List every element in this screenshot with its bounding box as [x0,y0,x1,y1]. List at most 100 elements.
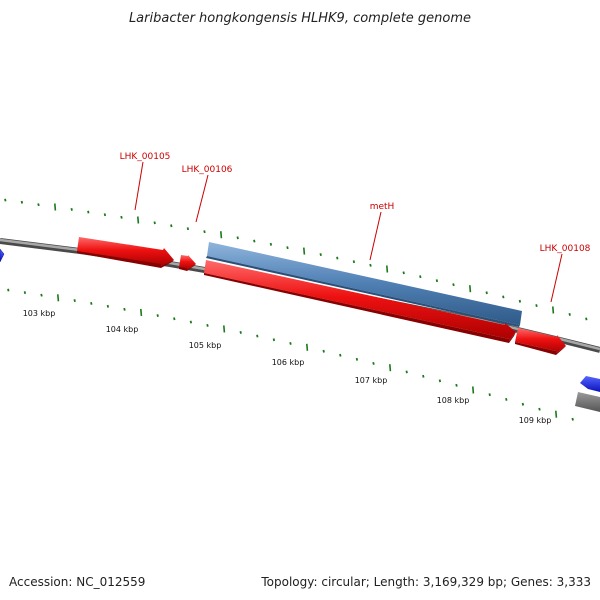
inner-tick-minor [339,353,342,357]
outer-tick-minor [20,200,24,204]
inner-tick-minor [173,317,176,321]
outer-tick-marks [4,198,588,321]
gene-edge-left[interactable] [0,248,5,263]
gene-LHK_00106[interactable] [179,255,196,271]
outer-tick-minor [435,279,439,283]
inner-tick-minor [106,304,110,308]
outer-tick-minor [170,224,173,228]
inner-tick-minor [206,323,209,327]
outer-tick-minor [236,236,239,240]
inner-tick-major [57,294,60,302]
inner-tick-minor [405,370,408,374]
outer-tick-minor [419,275,422,279]
outer-tick-minor [37,203,40,207]
outer-tick-minor [87,210,90,214]
gene-LHK_00105[interactable] [77,237,174,268]
tick-label-106: 106 kbp [272,358,305,367]
outer-tick-minor [103,213,107,217]
tick-labels: 103 kbp 104 kbp 105 kbp 106 kbp 107 kbp … [23,309,552,425]
inner-tick-minor [455,383,458,387]
gene-label-metH[interactable]: metH [370,202,395,212]
inner-tick-minor [571,417,574,421]
outer-tick-minor [535,304,538,308]
inner-tick-minor [505,397,508,401]
tick-label-105: 105 kbp [189,341,222,350]
inner-tick-major [555,410,558,418]
inner-tick-minor [521,402,525,406]
inner-tick-minor [7,288,10,292]
outer-tick-minor [269,242,273,246]
outer-tick-minor [186,227,190,231]
inner-tick-minor [355,357,359,361]
inner-tick-major [306,343,309,351]
inner-tick-marks [7,288,574,421]
outer-tick-major [54,203,57,211]
outer-tick-minor [336,256,339,260]
tick-label-107: 107 kbp [355,376,388,385]
gene-label-LHK_00108[interactable]: LHK_00108 [540,244,591,254]
outer-tick-minor [518,299,522,303]
tick-label-108: 108 kbp [437,396,470,405]
outer-tick-major [469,285,472,293]
inner-tick-minor [256,334,259,338]
accession-text: Accession: NC_012559 [9,575,145,589]
gene-label-leaders [134,161,563,303]
gene-edge-right-grey[interactable] [575,392,600,412]
inner-tick-minor [156,314,159,318]
outer-tick-minor [485,291,488,295]
inner-tick-minor [239,330,242,334]
tick-label-103: 103 kbp [23,309,56,318]
inner-tick-minor [90,301,93,305]
inner-tick-minor [372,361,375,365]
inner-tick-minor [538,407,541,411]
outer-tick-major [552,306,555,314]
map-title: Laribacter hongkongensis HLHK9, complete… [129,11,471,26]
tick-label-109: 109 kbp [519,416,552,425]
outer-tick-minor [70,207,73,211]
inner-tick-minor [422,374,425,378]
outer-tick-minor [502,295,505,299]
outer-tick-minor [153,221,156,225]
outer-tick-minor [352,260,356,264]
gene-LHK_00108[interactable] [515,328,566,355]
inner-tick-minor [289,341,292,345]
outer-tick-minor [568,312,571,316]
outer-tick-major [386,265,389,273]
gene-edge-right-blue[interactable] [580,376,600,392]
outer-tick-minor [369,263,372,267]
inner-tick-minor [322,349,325,353]
outer-tick-minor [286,246,289,250]
outer-tick-minor [120,215,123,219]
gene-label-LHK_00106[interactable]: LHK_00106 [182,165,233,175]
gene-metH-forward[interactable] [204,260,516,343]
topology-stats-text: Topology: circular; Length: 3,169,329 bp… [260,575,591,589]
inner-tick-minor [73,299,76,303]
outer-tick-minor [585,317,588,321]
inner-tick-minor [23,291,27,295]
inner-tick-minor [488,393,491,397]
outer-tick-minor [452,283,455,287]
outer-tick-major [137,216,140,224]
inner-tick-minor [438,379,442,383]
inner-tick-major [472,386,475,394]
outer-tick-major [303,247,306,255]
inner-tick-minor [40,293,43,297]
outer-tick-minor [253,239,256,243]
gene-label-LHK_00105[interactable]: LHK_00105 [120,152,171,162]
inner-tick-major [223,325,226,333]
inner-tick-major [140,308,143,316]
inner-tick-minor [123,307,126,311]
gene-features [0,237,600,412]
gene-metH-reverse[interactable] [206,242,522,327]
gene-labels: LHK_00105 LHK_00106 metH LHK_00108 [120,152,591,254]
outer-tick-minor [319,253,322,257]
outer-tick-minor [4,198,7,202]
outer-tick-minor [203,230,206,234]
inner-tick-major [389,364,392,372]
inner-tick-minor [272,338,276,342]
outer-tick-minor [402,271,405,275]
tick-label-104: 104 kbp [106,325,139,334]
outer-tick-major [220,231,223,239]
inner-tick-minor [189,320,193,324]
